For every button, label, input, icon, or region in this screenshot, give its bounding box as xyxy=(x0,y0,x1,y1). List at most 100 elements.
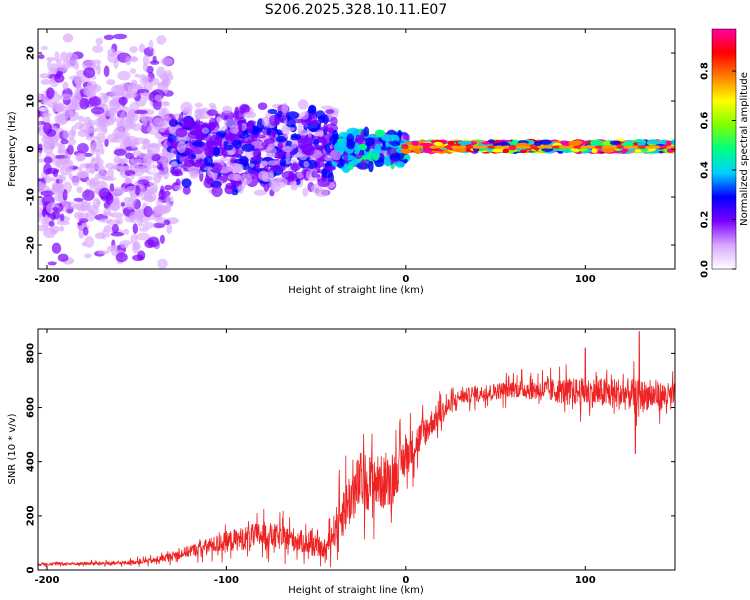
spectrogram-cell xyxy=(120,201,125,207)
spectrogram-cell xyxy=(224,185,235,195)
spectrogram-cell xyxy=(136,232,150,241)
spectrogram-cell xyxy=(286,150,291,162)
snr-ytick-label: 800 xyxy=(26,343,37,364)
snr-ylabel: SNR (10 * v/v) xyxy=(7,413,18,484)
spectrogram-xlabel: Height of straight line (km) xyxy=(288,285,424,296)
spectrogram-ridge-cell xyxy=(472,145,483,149)
spectrogram-cell xyxy=(143,91,148,97)
spectrogram-ridge-cell xyxy=(630,145,641,149)
spectrogram-ridge-cell xyxy=(508,145,519,149)
spectrogram-cell xyxy=(400,148,412,154)
spectrogram-cell xyxy=(223,140,229,147)
spectrogram-cell xyxy=(163,219,171,226)
spectrogram-cell xyxy=(178,113,184,124)
spectrogram-cell xyxy=(174,185,183,191)
spectrogram-cell xyxy=(105,232,110,238)
spectrogram-cell xyxy=(166,222,173,235)
spectrogram-ridge-cell xyxy=(580,145,591,149)
spectrogram-cell xyxy=(47,261,57,266)
spectrogram-cell xyxy=(527,139,535,145)
spectrogram-cell xyxy=(148,143,162,148)
spectrogram-cell xyxy=(213,146,220,157)
spectrogram-cell xyxy=(46,87,55,99)
spectrogram-cell xyxy=(73,197,84,202)
spectrogram-cell xyxy=(291,118,305,124)
spectrogram-cell xyxy=(129,46,138,53)
spectrogram-cell xyxy=(48,220,55,227)
spectrogram-cell xyxy=(188,165,200,177)
spectrogram-cell xyxy=(194,102,203,108)
spectrogram-cell xyxy=(137,89,149,94)
spectrogram-cell xyxy=(251,125,260,136)
spectrogram-ylabel: Frequency (Hz) xyxy=(7,111,18,187)
spectrogram-cell xyxy=(322,114,329,125)
spectrogram-cell xyxy=(78,115,85,123)
spectrogram-xtick-label: -200 xyxy=(34,274,59,285)
spectrogram-cell xyxy=(137,152,147,159)
snr-xlabel: Height of straight line (km) xyxy=(288,585,424,596)
spectrogram-ridge-cell xyxy=(429,145,440,149)
spectrogram-cell xyxy=(322,133,332,144)
spectrogram-cell xyxy=(321,168,334,179)
spectrogram-cell xyxy=(138,43,146,53)
spectrogram-cell xyxy=(57,253,69,262)
spectrogram-cell xyxy=(390,140,400,147)
snr-ytick-label: 200 xyxy=(26,505,37,526)
spectrogram-cell xyxy=(96,199,101,206)
spectrogram-cell xyxy=(240,123,247,131)
spectrogram-cell xyxy=(125,152,134,160)
spectrogram-cell xyxy=(288,170,295,179)
spectrogram-cell xyxy=(211,171,218,181)
spectrogram-cell xyxy=(126,185,137,193)
spectrogram-cell xyxy=(208,178,215,185)
spectrogram-cell xyxy=(300,111,309,120)
spectrogram-cell xyxy=(79,123,89,133)
spectrogram-cell xyxy=(77,221,83,226)
spectrogram-cell xyxy=(75,152,86,162)
spectrogram-ridge-cell xyxy=(479,145,490,149)
spectrogram-cell xyxy=(358,143,368,151)
spectrogram-cell xyxy=(234,116,247,125)
spectrogram-cell xyxy=(60,51,69,62)
spectrogram-cell xyxy=(294,133,302,140)
spectrogram-cell xyxy=(110,244,118,256)
spectrogram-ridge-cell xyxy=(487,145,497,149)
spectrogram-cell xyxy=(169,169,182,175)
spectrogram-ytick-label: 20 xyxy=(26,46,37,60)
spectrogram-cell xyxy=(325,109,335,114)
spectrogram-cell xyxy=(109,189,123,197)
colorbar-tick-label: 0.4 xyxy=(700,161,711,179)
spectrogram-cell xyxy=(664,140,672,147)
spectrogram-cell xyxy=(120,158,129,164)
spectrogram-cell xyxy=(71,125,77,137)
spectrogram-cell xyxy=(115,252,128,263)
spectrogram-cell xyxy=(422,148,433,154)
spectrogram-cell xyxy=(59,225,65,232)
spectrogram-ytick-label: 0 xyxy=(26,145,37,152)
spectrogram-cell xyxy=(325,166,337,171)
spectrogram-cell xyxy=(143,206,153,218)
spectrogram-cell xyxy=(69,75,83,81)
spectrogram-cell xyxy=(90,59,102,65)
spectrogram-cell xyxy=(93,127,107,132)
spectrogram-cell xyxy=(59,174,63,186)
spectrogram-cell xyxy=(258,170,269,181)
spectrogram-cell xyxy=(62,81,69,91)
spectrogram-cell xyxy=(315,110,326,120)
spectrogram-cell xyxy=(257,102,268,110)
spectrogram-cell xyxy=(275,151,282,159)
spectrogram-cell xyxy=(38,181,47,190)
spectrogram-cell xyxy=(97,168,107,180)
spectrogram-cell xyxy=(145,175,153,181)
spectrogram-cell xyxy=(591,148,598,154)
spectrogram-cell xyxy=(134,109,148,115)
snr-ytick-label: 400 xyxy=(26,451,37,472)
spectrogram-cell xyxy=(152,47,160,58)
spectrogram-cell xyxy=(302,187,309,197)
spectrogram-cell xyxy=(145,65,154,74)
snr-panel: -200 -100 0 100 0 200 400 600 800 Height of str… xyxy=(7,328,676,596)
spectrogram-cell xyxy=(128,211,140,223)
spectrogram-cell xyxy=(118,96,128,106)
spectrogram-cell xyxy=(346,139,356,150)
spectrogram-xtick-label: -100 xyxy=(214,274,239,285)
